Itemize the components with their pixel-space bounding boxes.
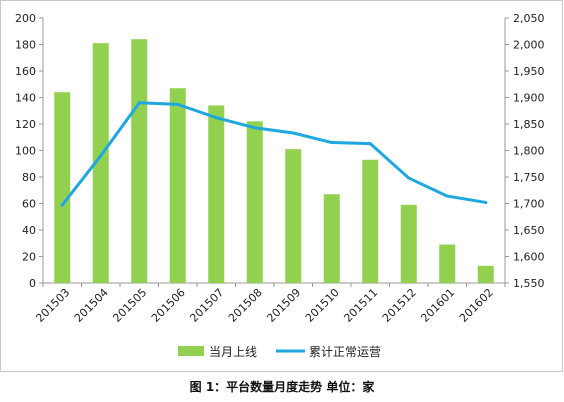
bar xyxy=(208,105,225,283)
series-line xyxy=(60,101,488,207)
x-axis: 201503 201504 201505 201506 201507 201508 2015… xyxy=(33,282,506,325)
bar xyxy=(285,149,302,283)
bar xyxy=(92,43,109,283)
y-right-tick-label: 1,750 xyxy=(513,171,545,184)
bar-series xyxy=(54,39,494,284)
x-tick-label: 201511 xyxy=(341,286,380,325)
legend-swatch-bar xyxy=(178,346,204,356)
line-point xyxy=(445,194,449,198)
x-tick-label: 201504 xyxy=(72,286,111,325)
y-right-tick-label: 1,800 xyxy=(513,145,545,158)
x-tick-label: 201602 xyxy=(457,286,496,325)
y-right-tick-label: 1,650 xyxy=(513,224,545,237)
y-left-tick-label: 100 xyxy=(15,145,36,158)
x-tick-label: 201601 xyxy=(418,286,457,325)
bar xyxy=(362,159,379,283)
y-left-tick-label: 0 xyxy=(29,277,36,290)
line-point xyxy=(214,116,218,120)
line-series xyxy=(60,101,488,207)
x-tick-label: 201507 xyxy=(187,286,226,325)
x-tick-label: 201509 xyxy=(264,286,303,325)
line-point xyxy=(368,142,372,146)
bar xyxy=(246,121,263,283)
y-left-tick-label: 180 xyxy=(15,39,36,52)
bar xyxy=(439,244,456,283)
y-right-tick-label: 1,550 xyxy=(513,277,545,290)
x-tick-label: 201506 xyxy=(149,286,188,325)
line-point xyxy=(60,203,64,207)
y-right-tick-label: 1,600 xyxy=(513,251,545,264)
x-tick-label: 201505 xyxy=(110,286,149,325)
y-right-tick-label: 2,050 xyxy=(513,12,545,25)
line-point xyxy=(99,154,103,158)
line-point xyxy=(137,101,141,105)
bar xyxy=(54,92,71,283)
x-tick-label: 201512 xyxy=(380,286,419,325)
legend-label-bar: 当月上线 xyxy=(209,345,257,359)
legend: 当月上线 累计正常运营 xyxy=(178,345,381,359)
bar xyxy=(323,194,340,283)
line-point xyxy=(330,141,334,145)
line-point xyxy=(253,126,257,130)
y-left-tick-label: 60 xyxy=(22,198,36,211)
y-right-tick-label: 1,950 xyxy=(513,65,545,78)
x-tick-label: 201510 xyxy=(303,286,342,325)
y-axis-left: 0 20 40 60 80 100 120 140 160 180 200 xyxy=(15,12,44,290)
legend-label-line: 累计正常运营 xyxy=(309,345,381,359)
y-right-tick-label: 1,900 xyxy=(513,92,545,105)
bar xyxy=(169,88,186,283)
y-left-tick-label: 120 xyxy=(15,118,36,131)
line-point xyxy=(407,176,411,180)
line-point xyxy=(484,200,488,204)
figure-caption: 图 1：平台数量月度走势 单位：家 xyxy=(189,380,375,394)
y-left-tick-label: 200 xyxy=(15,12,36,25)
y-right-tick-label: 1,850 xyxy=(513,118,545,131)
y-right-tick-label: 1,700 xyxy=(513,198,545,211)
y-left-tick-label: 40 xyxy=(22,224,36,237)
y-left-tick-label: 160 xyxy=(15,65,36,78)
combo-chart: 201503 201504 201505 201506 201507 201508 2015… xyxy=(15,12,545,359)
x-tick-label: 201503 xyxy=(33,286,72,325)
bar xyxy=(131,39,148,284)
y-left-tick-label: 140 xyxy=(15,92,36,105)
bar xyxy=(477,265,494,283)
line-point xyxy=(291,131,295,135)
line-point xyxy=(176,102,180,106)
y-axis-right: 1,550 1,600 1,650 1,700 1,750 1,800 1,850 1,900… xyxy=(504,12,545,290)
x-tick-label: 201508 xyxy=(226,286,265,325)
y-left-tick-label: 80 xyxy=(22,171,36,184)
bar xyxy=(400,204,417,283)
y-right-tick-label: 2,000 xyxy=(513,39,545,52)
y-left-tick-label: 20 xyxy=(22,251,36,264)
